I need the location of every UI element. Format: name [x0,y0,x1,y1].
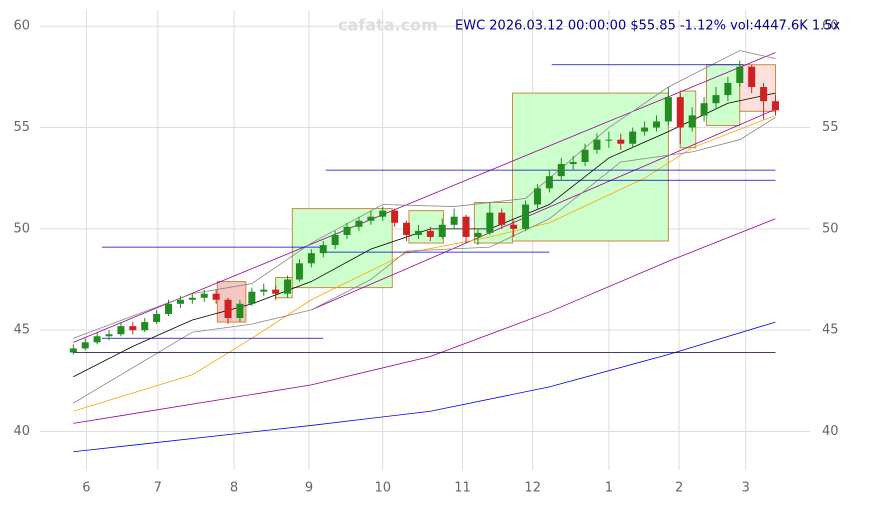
candle-body [176,299,184,304]
candle-body [771,101,779,111]
candle-body [557,164,565,177]
x-tick-label: 12 [524,481,541,496]
candle-body [593,139,601,150]
y-tick-label-right: 60 [822,19,839,34]
candle-body [545,176,553,189]
candle-body [664,97,672,122]
y-tick-label: 45 [13,323,30,338]
candle-body [212,293,220,300]
zone-box [511,92,669,242]
indicator-line [73,50,776,339]
candle-body [438,224,446,237]
candle-body [165,303,173,314]
candle-body [569,161,577,165]
candle-body [724,82,732,96]
indicator-line [311,108,776,311]
candle-body [117,326,125,335]
zone-box [408,210,444,244]
candle-body [748,66,756,88]
candle-body [403,222,411,235]
candle-body [129,326,137,331]
y-tick-label-right: 45 [822,323,839,338]
candle-body [712,95,720,104]
candle-body [93,336,101,343]
x-tick-label: 8 [230,481,238,496]
candle-body [391,210,399,223]
candle-body [522,204,530,229]
y-tick-label: 55 [13,120,30,135]
candle-body [533,188,541,205]
candle-body [224,299,232,319]
candle-body [307,253,315,264]
candle-body [641,127,649,132]
candle-body [236,303,244,319]
candle-body [498,212,506,225]
candle-body [700,103,708,116]
candle-body [81,342,89,349]
candle-body [272,289,280,294]
indicator-line [73,321,776,453]
candle-body [284,279,292,294]
y-tick-label: 60 [13,19,30,34]
x-tick-label: 11 [454,481,471,496]
candle-body [69,348,77,353]
x-tick-label: 2 [675,481,683,496]
zone-box [739,64,776,112]
y-tick-label-right: 40 [822,424,839,439]
y-tick-label: 50 [13,221,30,236]
x-tick-label: 10 [374,481,391,496]
candle-body [652,121,660,128]
candle-body [153,313,161,323]
x-tick-label: 7 [154,481,162,496]
candle-body [414,230,422,235]
candle-body [510,224,518,229]
y-tick-label: 40 [13,424,30,439]
x-tick-label: 6 [82,481,90,496]
candle-body [462,216,470,237]
x-tick-label: 3 [742,481,750,496]
candle-body [581,149,589,162]
candle-body [248,291,256,304]
x-tick-label: 1 [605,481,613,496]
indicator-line [73,218,776,424]
candle-body [331,234,339,246]
candle-body [676,97,684,128]
chart-title: EWC 2026.03.12 00:00:00 $55.85 -1.12% vo… [455,19,841,34]
candle-body [617,139,625,144]
candle-body [379,210,387,217]
candle-body [188,297,196,300]
candle-body [200,293,208,298]
zone-box [291,208,393,289]
candle-body [426,230,434,237]
candle-body [736,66,744,83]
candle-body [343,226,351,235]
candle-body [367,216,375,221]
candle-body [450,216,458,225]
candle-body [474,232,482,237]
y-tick-label-right: 55 [822,120,839,135]
candle-body [105,334,113,337]
candle-body [688,115,696,128]
candle-body [260,289,268,292]
candle-body [355,220,363,227]
x-tick-label: 9 [305,481,313,496]
candle-body [760,87,768,102]
indicator-line [73,115,776,412]
y-tick-label-right: 50 [822,221,839,236]
candle-body [141,322,149,331]
candle-body [605,139,613,141]
candle-body [629,131,637,144]
indicator-line [73,117,776,404]
candle-body [295,263,303,280]
candle-body [319,245,327,254]
watermark: cafata.com [338,16,438,35]
candle-body [486,212,494,233]
